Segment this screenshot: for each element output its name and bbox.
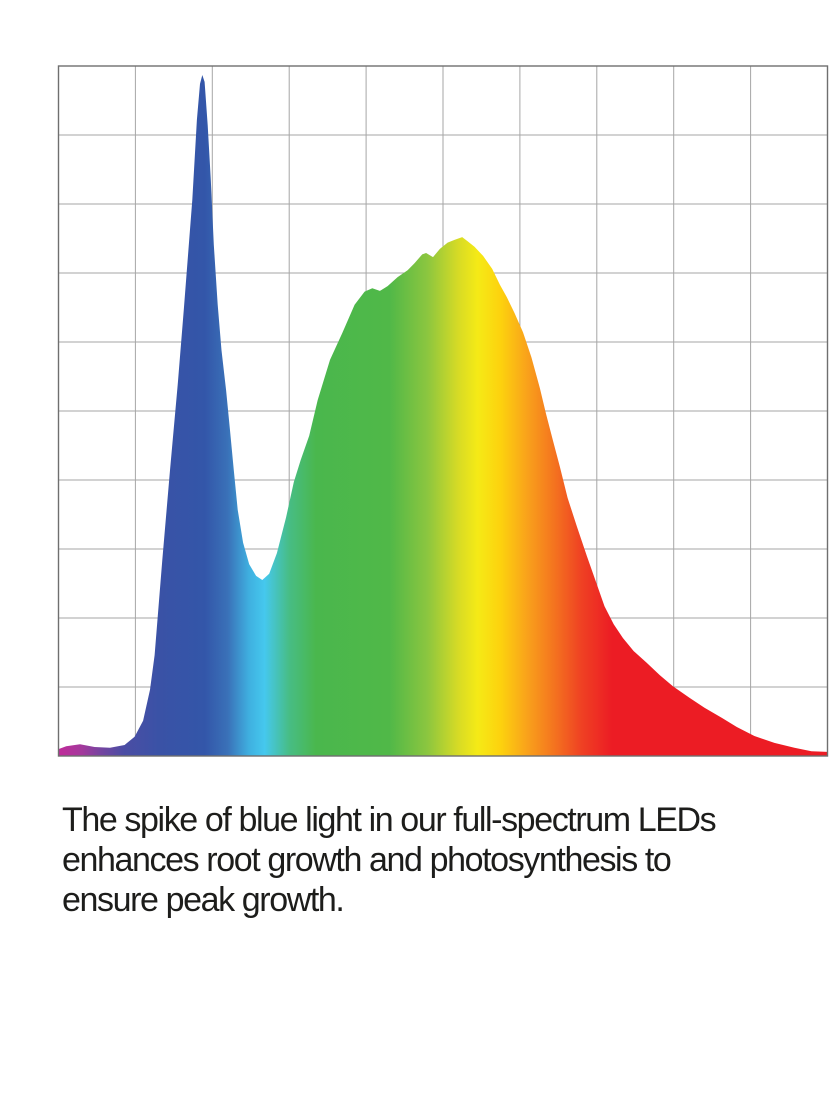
spectrum-chart-svg [57,65,829,757]
caption-line-1: The spike of blue light in our full-spec… [62,801,717,839]
spectrum-chart [57,65,829,757]
spectrum-area [58,75,828,756]
caption-line-3: ensure peak growth. [62,881,345,919]
caption-line-2: enhances root growth and photosynthesis … [62,841,672,879]
caption: The spike of blue light in our full-spec… [62,800,802,920]
